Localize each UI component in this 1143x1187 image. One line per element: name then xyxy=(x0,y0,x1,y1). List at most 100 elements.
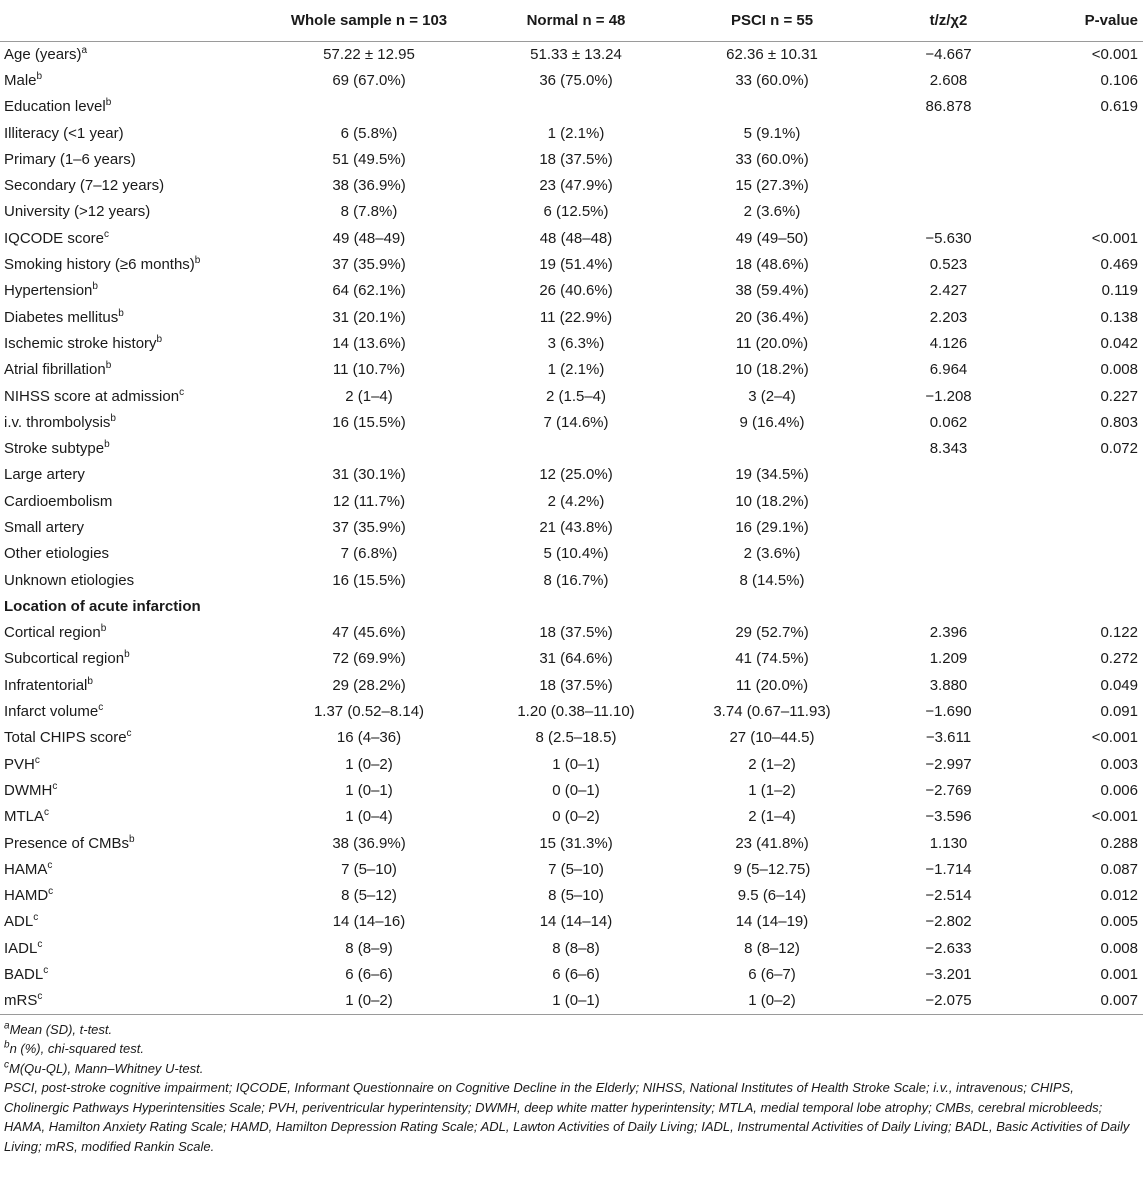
cell-statistic-text: −1.714 xyxy=(925,860,972,878)
cell-statistic-text: −2.633 xyxy=(925,939,972,957)
cell-p-value-text: <0.001 xyxy=(1091,45,1138,63)
cell-p-value-text: 0.122 xyxy=(1100,624,1138,642)
cell-statistic xyxy=(860,146,1037,172)
cell-normal: 2 (4.2%) xyxy=(468,488,684,514)
table-row: NIHSS score at admissionc 2 (1–4) 2 (1.5–4… xyxy=(0,383,1143,409)
table-body: Age (years)a 57.22 ± 12.95 51.33 ± 13.24 62… xyxy=(0,41,1143,1014)
table-row: ADLc 14 (14–16) 14 (14–14) 14 (14–19) −2.802… xyxy=(0,909,1143,935)
cell-p-value-text: 0.005 xyxy=(1100,913,1138,931)
cell-statistic-text: 0.523 xyxy=(929,256,968,274)
cell-whole-sample: 38 (36.9%) xyxy=(270,830,468,856)
cell-whole-sample xyxy=(270,94,468,120)
cell-normal: 1 (0–1) xyxy=(468,751,684,777)
cell-normal: 36 (75.0%) xyxy=(468,67,684,93)
cell-p-value: 0.012 xyxy=(1037,883,1143,909)
cell-whole-sample-text: 2 (1–4) xyxy=(345,387,393,405)
cell-p-value xyxy=(1037,567,1143,593)
cell-psci-text: 33 (60.0%) xyxy=(735,150,809,168)
row-label-footnote-mark: b xyxy=(110,412,116,424)
cell-statistic-text: −2.075 xyxy=(925,992,972,1010)
cell-statistic: 1.209 xyxy=(860,646,1037,672)
cell-psci-text: 2 (3.6%) xyxy=(743,545,801,563)
cell-whole-sample: 1.37 (0.52–8.14) xyxy=(270,698,468,724)
cell-statistic-text: 3.880 xyxy=(929,676,968,694)
table-row: Unknown etiologies 16 (15.5%) 8 (16.7%) 8 (… xyxy=(0,567,1143,593)
cell-statistic-text: 4.126 xyxy=(929,334,968,352)
row-label-footnote-mark: c xyxy=(44,807,50,819)
row-label: HAMDc xyxy=(0,883,270,909)
cell-whole-sample: 29 (28.2%) xyxy=(270,672,468,698)
cell-whole-sample-text: 16 (15.5%) xyxy=(332,413,406,431)
cell-whole-sample-text: 64 (62.1%) xyxy=(332,282,406,300)
row-label-text: mRS xyxy=(4,992,38,1010)
row-label-footnote-mark: c xyxy=(48,886,54,898)
cell-whole-sample-text: 6 (6–6) xyxy=(345,966,393,984)
cell-normal: 7 (14.6%) xyxy=(468,409,684,435)
cell-p-value xyxy=(1037,462,1143,488)
row-label: Secondary (7–12 years) xyxy=(0,172,270,198)
table-row: Hypertensionb 64 (62.1%) 26 (40.6%) 38 (59.… xyxy=(0,278,1143,304)
row-label-footnote-mark: c xyxy=(43,965,49,977)
cell-p-value-text: 0.272 xyxy=(1100,650,1138,668)
row-label-footnote-mark: b xyxy=(124,649,130,661)
cell-psci: 1 (1–2) xyxy=(684,777,860,803)
row-label: Total CHIPS scorec xyxy=(0,725,270,751)
cell-statistic-text: −3.201 xyxy=(925,966,972,984)
cell-statistic-text: −1.208 xyxy=(925,387,972,405)
cell-whole-sample-text: 57.22 ± 12.95 xyxy=(323,45,415,63)
cell-p-value-text: 0.138 xyxy=(1100,308,1138,326)
header-normal: Normal n = 48 xyxy=(468,0,684,42)
cell-statistic: 1.130 xyxy=(860,830,1037,856)
row-label-text: NIHSS score at admission xyxy=(4,387,180,405)
cell-normal: 11 (22.9%) xyxy=(468,304,684,330)
row-label: Cardioembolism xyxy=(0,488,270,514)
cell-p-value: 0.106 xyxy=(1037,67,1143,93)
row-label: Infratentorialb xyxy=(0,672,270,698)
cell-normal-text: 3 (6.3%) xyxy=(547,334,605,352)
header-whole-sample: Whole sample n = 103 xyxy=(270,0,468,42)
cell-statistic: −5.630 xyxy=(860,225,1037,251)
cell-whole-sample-text: 12 (11.7%) xyxy=(332,492,406,510)
cell-p-value: 0.007 xyxy=(1037,988,1143,1014)
table-row: PVHc 1 (0–2) 1 (0–1) 2 (1–2) −2.997 0.003 xyxy=(0,751,1143,777)
cell-normal: 0 (0–1) xyxy=(468,777,684,803)
table-row: Smoking history (≥6 months)b 37 (35.9%) 19… xyxy=(0,251,1143,277)
cell-psci-text: 3.74 (0.67–11.93) xyxy=(713,703,831,721)
cell-p-value: 0.138 xyxy=(1037,304,1143,330)
cell-whole-sample-text: 8 (8–9) xyxy=(345,939,393,957)
row-label-text: PVH xyxy=(4,755,35,773)
table-row: Small artery 37 (35.9%) 21 (43.8%) 16 (29.1… xyxy=(0,514,1143,540)
cell-whole-sample: 72 (69.9%) xyxy=(270,646,468,672)
row-label-footnote-mark: c xyxy=(126,728,132,740)
cell-psci: 23 (41.8%) xyxy=(684,830,860,856)
table-footnotes: aMean (SD), t-test. bn (%), chi-squared … xyxy=(0,1015,1143,1157)
cell-whole-sample: 49 (48–49) xyxy=(270,225,468,251)
cell-normal-text: 26 (40.6%) xyxy=(539,282,613,300)
cell-whole-sample-text: 69 (67.0%) xyxy=(332,71,406,89)
cell-statistic-text: 2.427 xyxy=(929,282,968,300)
table-row: IADLc 8 (8–9) 8 (8–8) 8 (8–12) −2.633 0.008 xyxy=(0,935,1143,961)
cell-statistic-text: 1.209 xyxy=(929,650,968,668)
cell-psci xyxy=(684,435,860,461)
row-label-text: Large artery xyxy=(4,466,85,484)
cell-whole-sample-text: 29 (28.2%) xyxy=(332,676,406,694)
row-label-footnote-mark: c xyxy=(52,780,58,792)
row-label-footnote-mark: b xyxy=(118,307,124,319)
cell-normal: 8 (8–8) xyxy=(468,935,684,961)
cell-statistic-text: 6.964 xyxy=(929,361,968,379)
row-label-text: Age (years) xyxy=(4,45,82,63)
cell-statistic: −3.611 xyxy=(860,725,1037,751)
cell-psci-text: 9 (5–12.75) xyxy=(733,860,811,878)
cell-psci-text: 41 (74.5%) xyxy=(735,650,809,668)
cell-statistic-text: 2.608 xyxy=(929,71,968,89)
cell-statistic: 2.608 xyxy=(860,67,1037,93)
cell-whole-sample: 7 (6.8%) xyxy=(270,541,468,567)
cell-whole-sample: 64 (62.1%) xyxy=(270,278,468,304)
row-label-text: Cortical region xyxy=(4,624,101,642)
cell-whole-sample: 47 (45.6%) xyxy=(270,620,468,646)
cell-p-value-text: 0.042 xyxy=(1100,334,1138,352)
cell-normal-text: 19 (51.4%) xyxy=(539,256,613,274)
table-row: University (>12 years) 8 (7.8%) 6 (12.5%) 2… xyxy=(0,199,1143,225)
row-label-text: Location of acute infarction xyxy=(4,597,201,615)
footnote-c: cM(Qu-QL), Mann–Whitney U-test. xyxy=(4,1059,1139,1079)
